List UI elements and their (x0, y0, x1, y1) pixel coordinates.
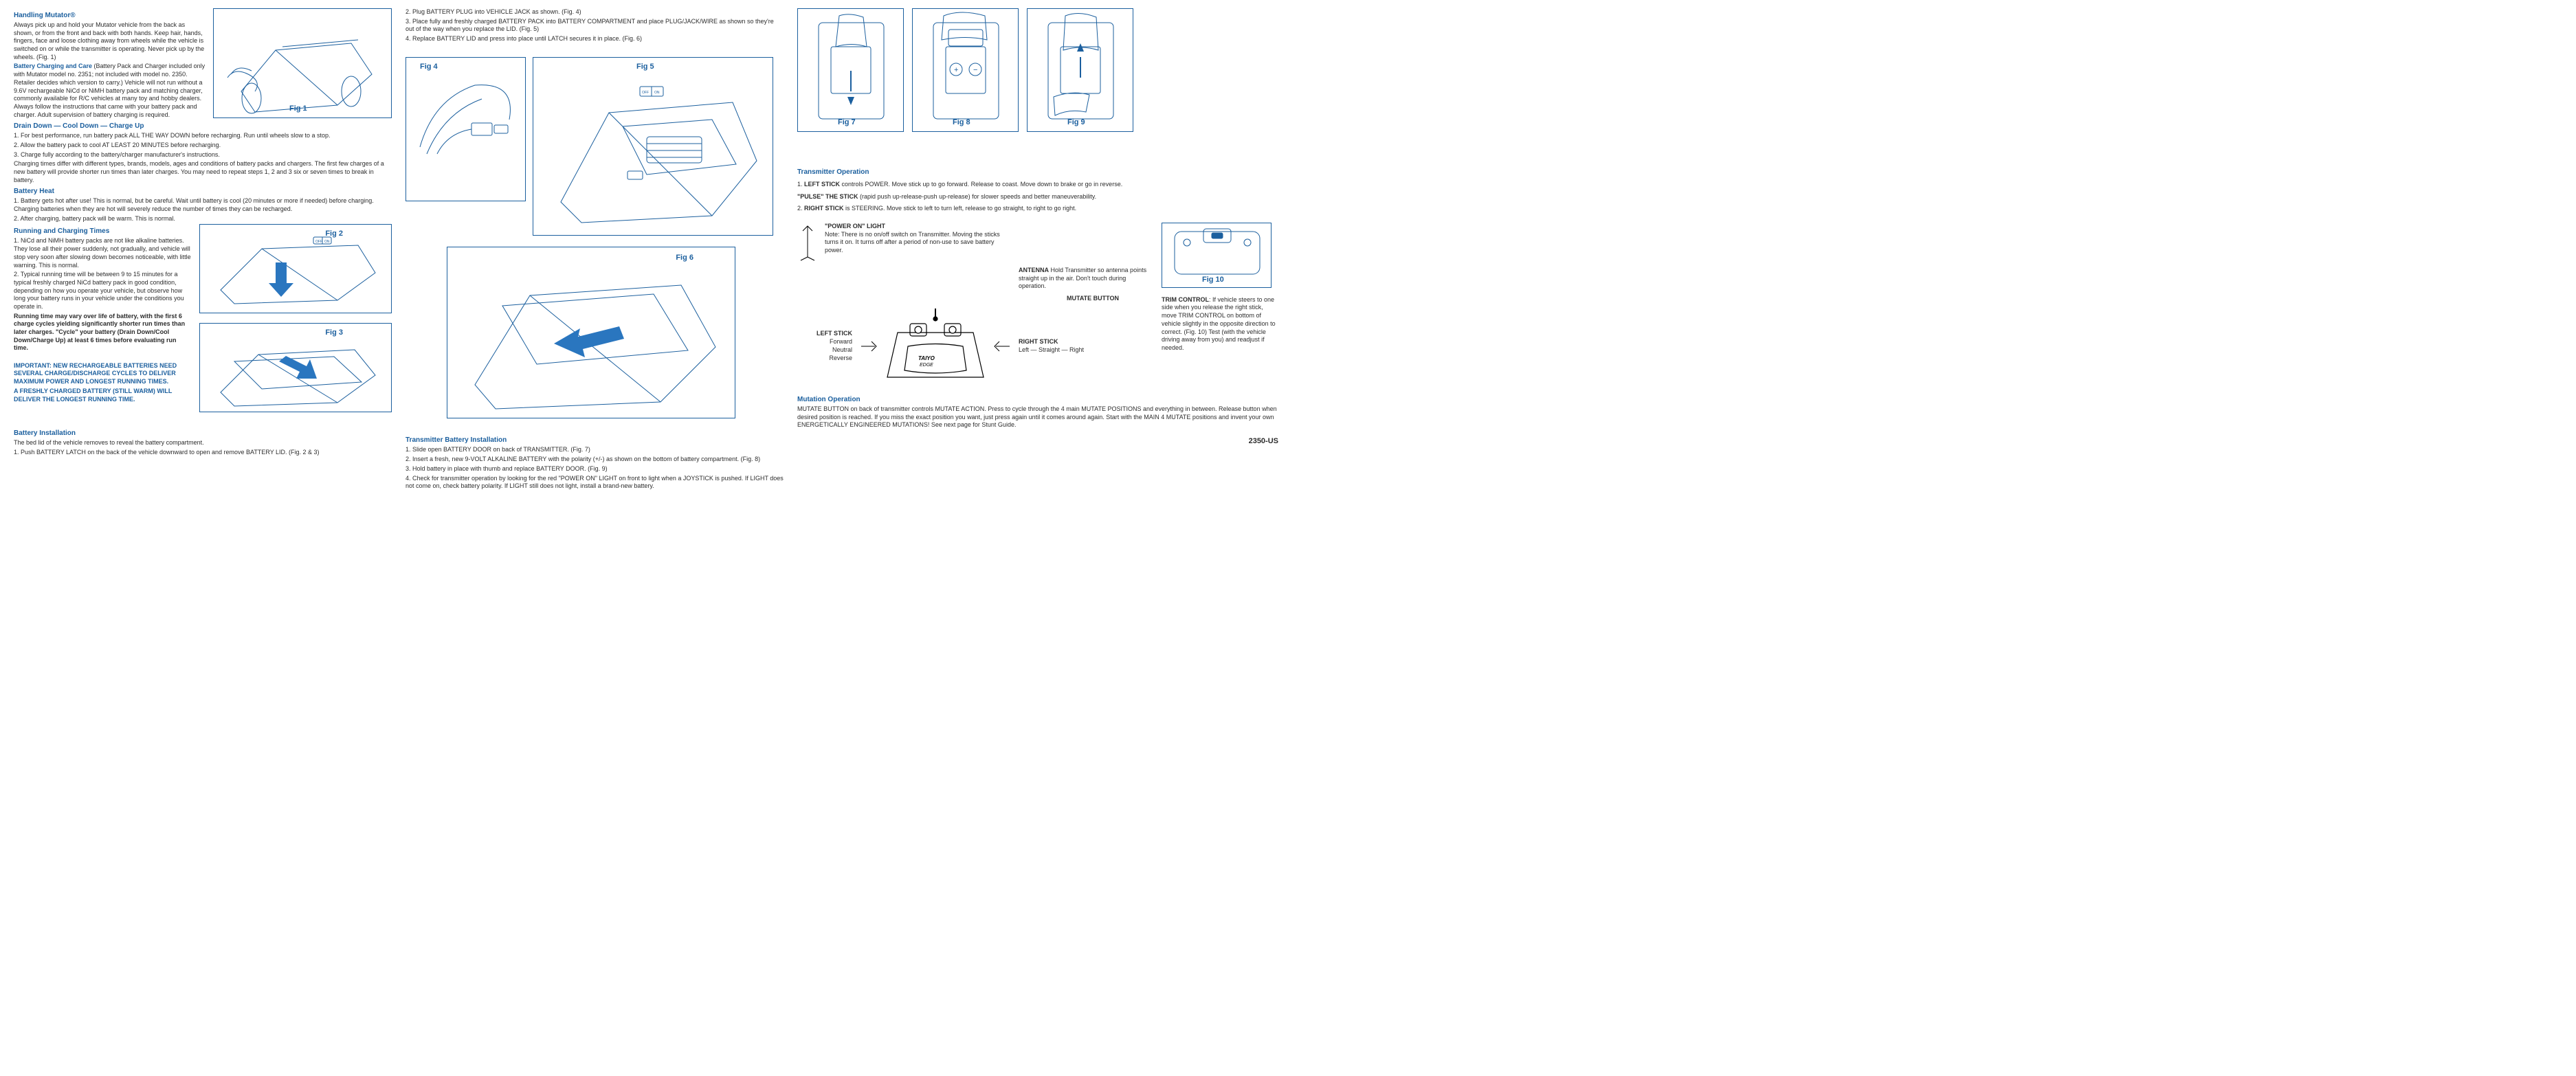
tx-4: 4. Check for transmitter operation by lo… (406, 475, 784, 491)
heat-1: 1. Battery gets hot after use! This is n… (14, 197, 392, 213)
svg-text:TAIYO: TAIYO (918, 355, 935, 361)
right-stick-label: RIGHT STICK (1019, 338, 1058, 345)
fig1-label: Fig 1 (289, 104, 307, 113)
trim-body: : If vehicle steers to one side when you… (1162, 296, 1276, 351)
fig7-label: Fig 7 (838, 117, 856, 127)
install-1: The bed lid of the vehicle removes to re… (14, 439, 392, 447)
figure-9: Fig 9 (1027, 8, 1133, 132)
svg-text:ON: ON (654, 91, 660, 95)
trim-title: TRIM CONTROL (1162, 296, 1209, 303)
column-right: Fig 7 + − Fig 8 (797, 8, 1278, 492)
fig6-label: Fig 6 (676, 253, 693, 262)
antenna-title: ANTENNA (1019, 267, 1049, 273)
on-label: ON (324, 240, 330, 244)
mid-step4: 4. Replace BATTERY LID and press into pl… (406, 35, 784, 43)
left-stick-label: LEFT STICK (817, 330, 852, 337)
fig2-label: Fig 2 (325, 229, 343, 238)
transmitter-icon: TAIYO EDGE (884, 309, 987, 384)
figure-5: OFF ON Fig 5 (533, 57, 773, 236)
tx-install-title: Transmitter Battery Installation (406, 436, 784, 445)
column-middle: 2. Plug BATTERY PLUG into VEHICLE JACK a… (406, 8, 784, 492)
mutation-body: MUTATE BUTTON on back of transmitter con… (797, 405, 1278, 429)
tx-op-1-post: controls POWER. Move stick up to go forw… (840, 181, 1122, 188)
tx-op-pulse-post: (rapid push up-release-push up-release) … (858, 193, 1097, 200)
fig5-label: Fig 5 (636, 62, 654, 71)
tx-op-title: Transmitter Operation (797, 168, 1278, 177)
figure-8: + − Fig 8 (912, 8, 1019, 132)
column-left: Fig 1 Handling Mutator® Always pick up a… (14, 8, 392, 492)
svg-text:OFF: OFF (642, 91, 649, 95)
figure-2: OFF ON Fig 2 (199, 224, 392, 313)
figure-4: Fig 4 (406, 57, 526, 201)
mid-step2: 2. Plug BATTERY PLUG into VEHICLE JACK a… (406, 8, 784, 16)
heat-2: 2. After charging, battery pack will be … (14, 215, 392, 223)
power-light-title: "POWER ON" LIGHT (825, 223, 885, 229)
tx-op-1: 1. LEFT STICK controls POWER. Move stick… (797, 181, 1278, 189)
install-title: Battery Installation (14, 429, 392, 438)
charging-body: (Battery Pack and Charger included only … (14, 63, 205, 117)
mutate-button-label: MUTATE BUTTON (1067, 295, 1149, 303)
fig3-label: Fig 3 (325, 328, 343, 337)
fig10-label: Fig 10 (1202, 275, 1224, 284)
fig4-label: Fig 4 (420, 62, 438, 71)
tx-op-pulse-bold: "PULSE" THE STICK (797, 193, 858, 200)
drain-4: Charging times differ with different typ… (14, 160, 392, 184)
off-label: OFF (315, 240, 322, 244)
svg-text:+: + (954, 66, 958, 74)
fig8-label: Fig 8 (953, 117, 970, 127)
drain-3: 3. Charge fully according to the battery… (14, 151, 392, 159)
power-light-body: Note: There is no on/off switch on Trans… (825, 231, 1000, 254)
tx-op-2: 2. RIGHT STICK is STEERING. Move stick t… (797, 205, 1278, 213)
figure-7: Fig 7 (797, 8, 904, 132)
tx-op-1-bold: LEFT STICK (804, 181, 840, 188)
figure-10: Fig 10 (1162, 223, 1272, 288)
left-stick-lines: Forward Neutral Reverse (829, 338, 852, 361)
tx-op-1-pre: 1. (797, 181, 804, 188)
svg-text:−: − (973, 66, 977, 74)
mutation-title: Mutation Operation (797, 395, 1278, 404)
trim-callout: TRIM CONTROL: If vehicle steers to one s… (1162, 296, 1278, 352)
tx-op-pulse: "PULSE" THE STICK (rapid push up-release… (797, 193, 1278, 201)
figures-2-3-group: OFF ON Fig 2 Fig 3 (199, 224, 392, 414)
heat-title: Battery Heat (14, 187, 392, 196)
page: Fig 1 Handling Mutator® Always pick up a… (14, 8, 1274, 492)
figure-3: Fig 3 (199, 323, 392, 412)
tx-2: 2. Insert a fresh, new 9-VOLT ALKALINE B… (406, 456, 784, 464)
tx-3: 3. Hold battery in place with thumb and … (406, 465, 784, 473)
right-stick-lines: Left — Straight — Right (1019, 346, 1084, 353)
mid-step3: 3. Place fully and freshly charged BATTE… (406, 18, 784, 34)
drain-1: 1. For best performance, run battery pac… (14, 132, 392, 140)
figure-6: Fig 6 (447, 247, 735, 418)
tx-op-2-bold: RIGHT STICK (804, 205, 844, 212)
tx-1: 1. Slide open BATTERY DOOR on back of TR… (406, 446, 784, 454)
transmitter-diagram: "POWER ON" LIGHT Note: There is no on/of… (797, 223, 1149, 384)
doc-code: 2350-US (797, 436, 1278, 446)
tx-op-2-post: is STEERING. Move stick to left to turn … (844, 205, 1077, 212)
install-2: 1. Push BATTERY LATCH on the back of the… (14, 449, 392, 457)
tx-op-2-pre: 2. (797, 205, 804, 212)
svg-text:EDGE: EDGE (920, 363, 933, 368)
figure-1: Fig 1 (213, 8, 392, 118)
drain-2: 2. Allow the battery pack to cool AT LEA… (14, 142, 392, 150)
drain-title: Drain Down — Cool Down — Charge Up (14, 122, 392, 131)
fig9-label: Fig 9 (1067, 117, 1085, 127)
charging-title: Battery Charging and Care (14, 63, 92, 69)
